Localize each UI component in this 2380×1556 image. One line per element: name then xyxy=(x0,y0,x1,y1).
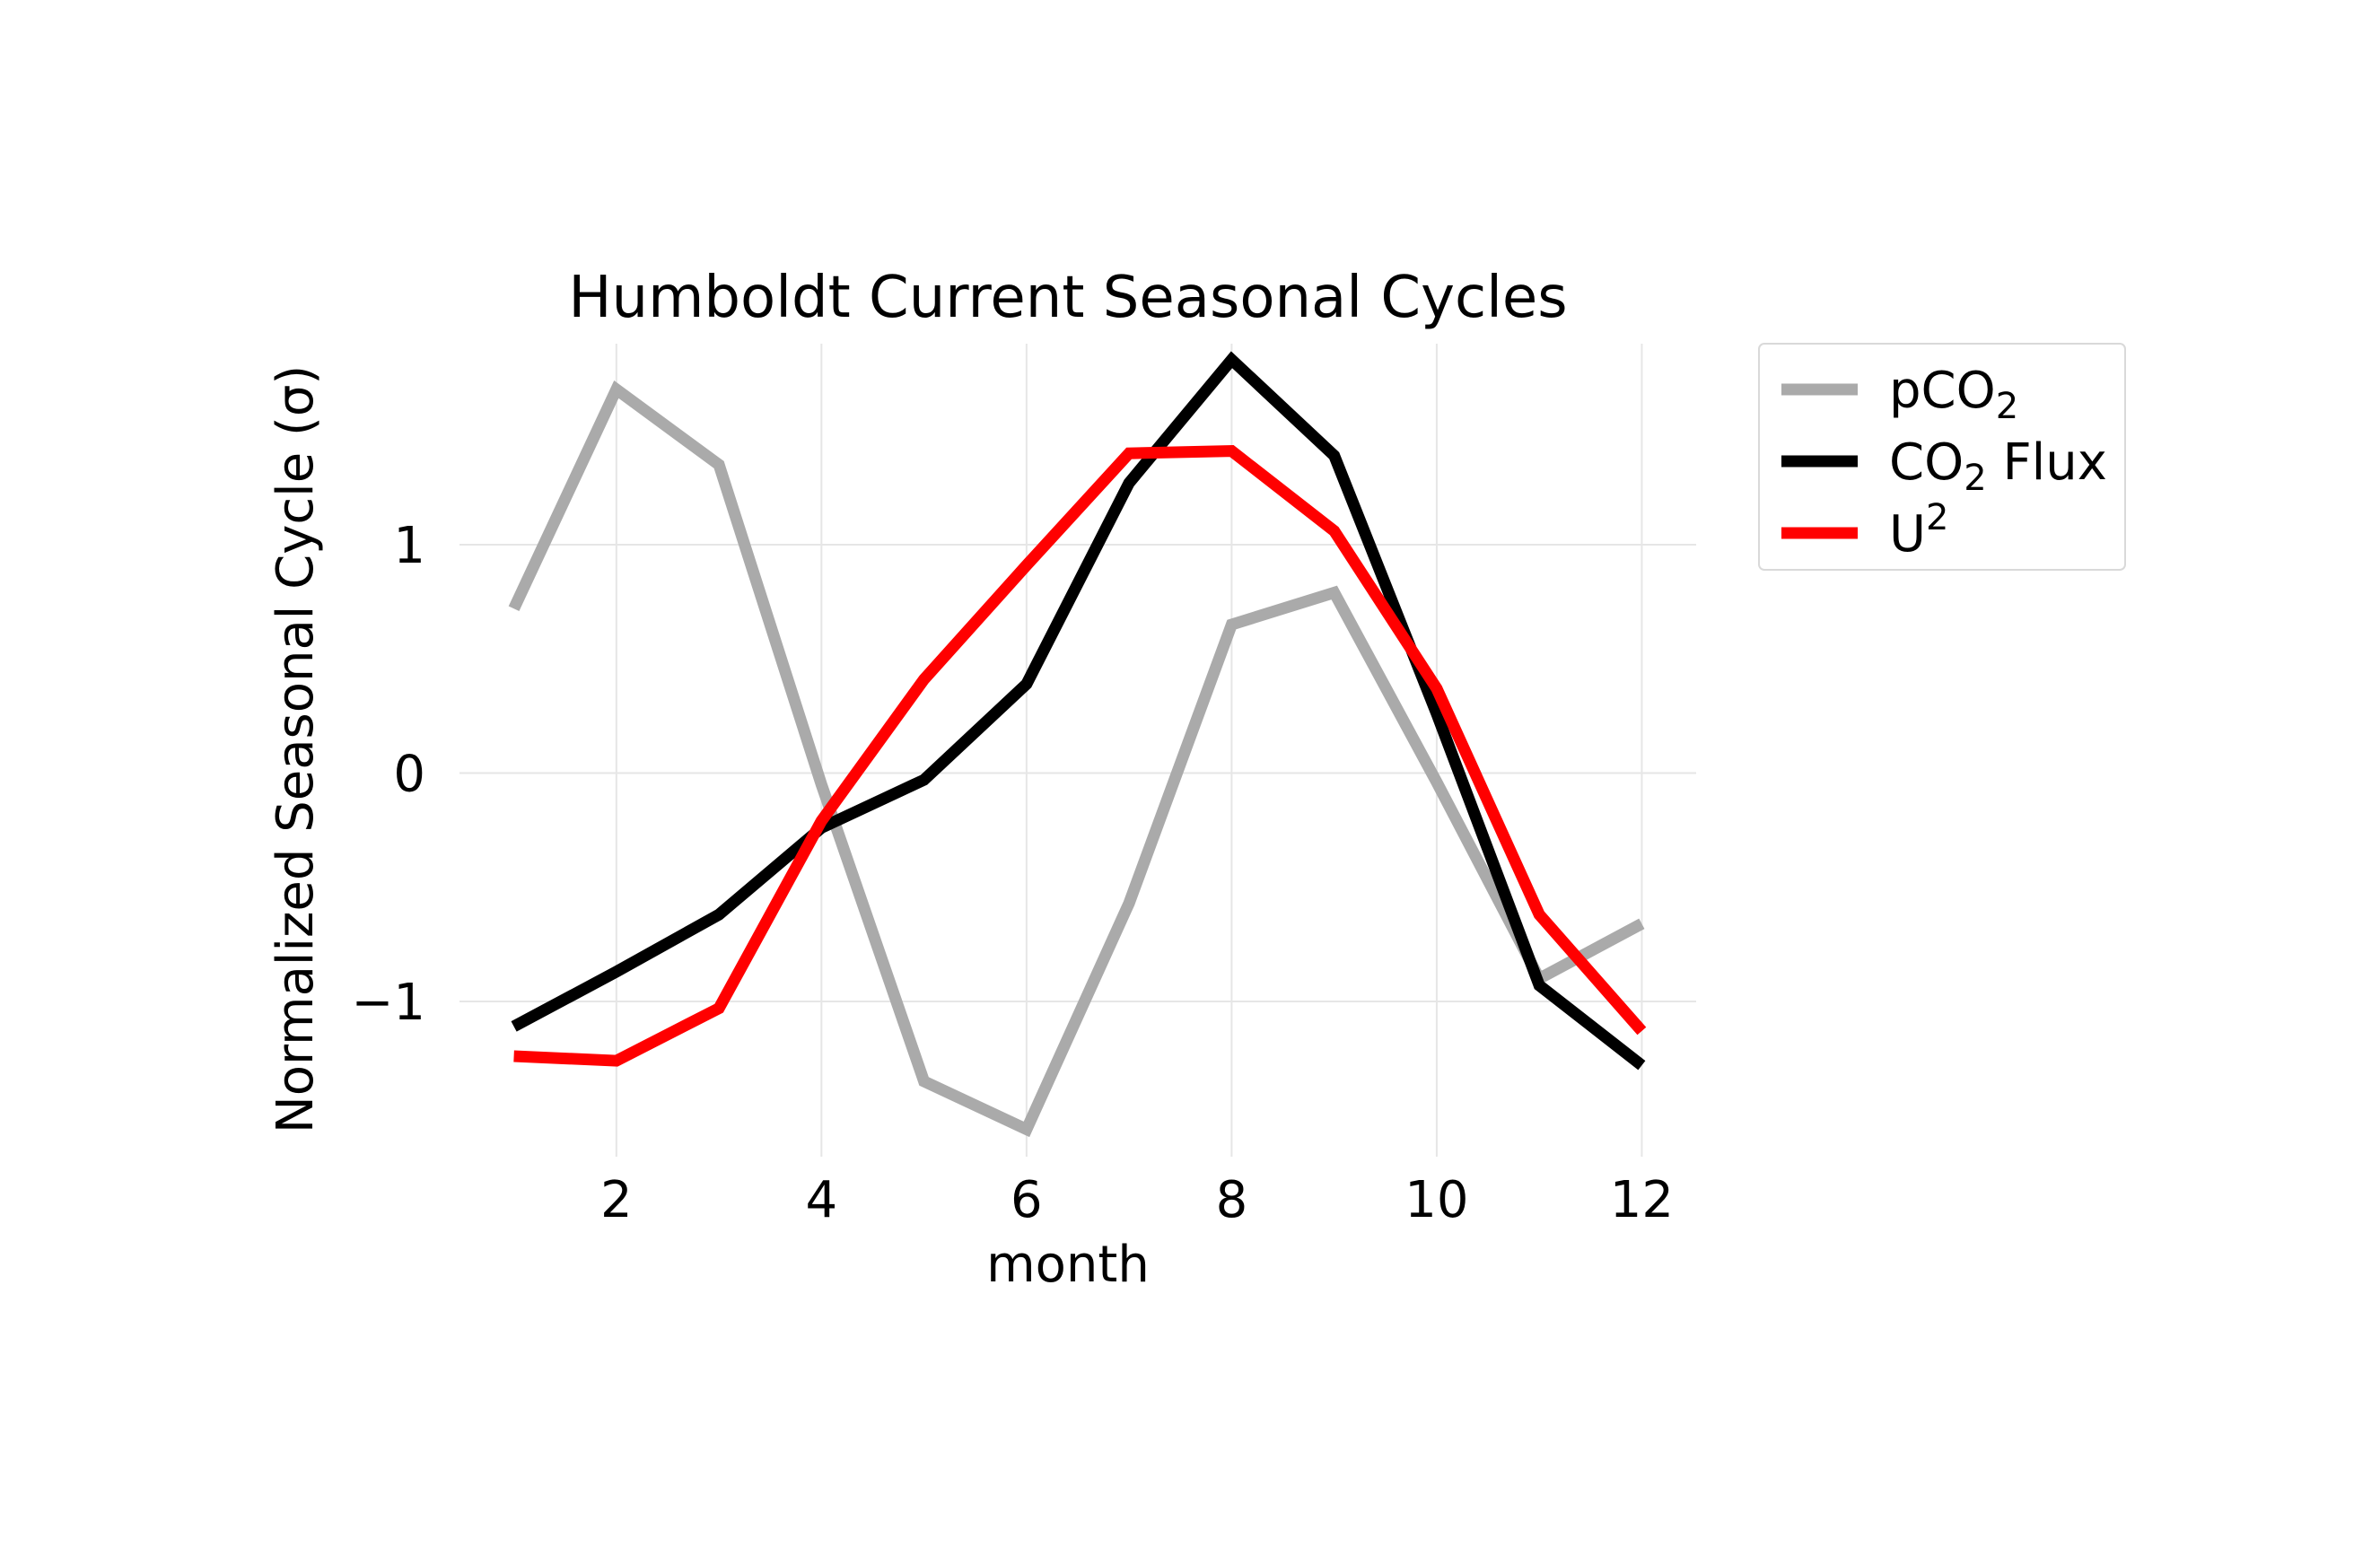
x-axis-label: month xyxy=(986,1236,1150,1294)
y-tick-label: 0 xyxy=(393,745,425,803)
chart-title: Humboldt Current Seasonal Cycles xyxy=(568,265,1567,331)
legend-entry: CO2 Flux xyxy=(1889,433,2107,499)
series-line-1 xyxy=(511,351,1646,1071)
x-tick-label: 12 xyxy=(1610,1171,1674,1229)
x-tick-label: 8 xyxy=(1216,1171,1248,1229)
series-lines xyxy=(508,351,1647,1138)
y-tick-label: −1 xyxy=(351,974,425,1032)
x-axis-ticks: 2 4 6 8 10 12 xyxy=(600,1171,1674,1229)
series-line-0 xyxy=(508,380,1645,1138)
y-axis-label: Normalized Seasonal Cycle (σ) xyxy=(267,365,325,1133)
y-axis-ticks: 1 0 −1 xyxy=(351,517,425,1032)
y-tick-label: 1 xyxy=(393,517,425,575)
x-tick-label: 2 xyxy=(600,1171,633,1229)
grid xyxy=(459,344,1696,1157)
x-tick-label: 10 xyxy=(1404,1171,1468,1229)
series-line-2 xyxy=(513,445,1647,1067)
legend-box xyxy=(1758,343,2126,571)
x-tick-label: 6 xyxy=(1011,1171,1043,1229)
x-tick-label: 4 xyxy=(806,1171,838,1229)
